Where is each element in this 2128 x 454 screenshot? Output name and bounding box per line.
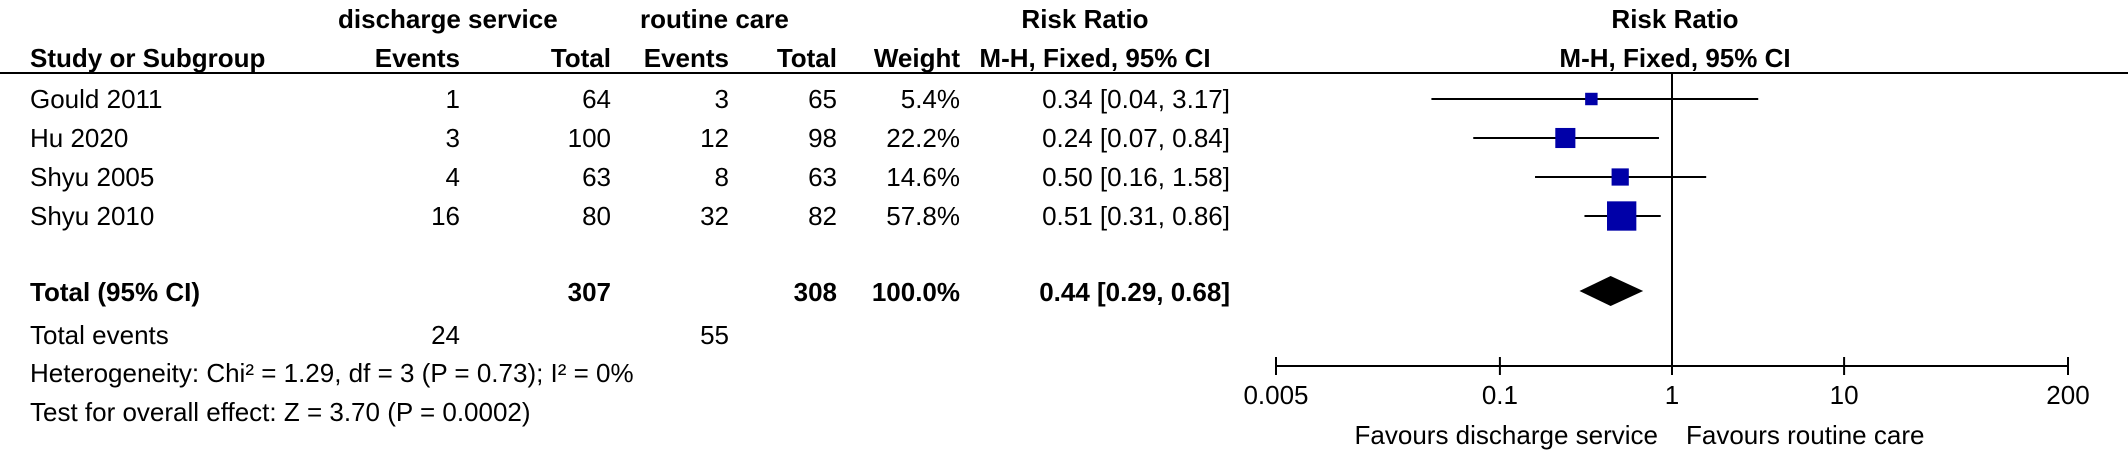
col-weight-header: Weight [873,43,960,73]
total-events-label: Total events [30,320,169,350]
overall-effect-text: Test for overall effect: Z = 3.70 (P = 0… [30,397,531,427]
total1-cell: 64 [582,84,611,114]
total1-cell: 100 [567,123,611,153]
col-method-table-header: M-H, Fixed, 95% CI [979,43,1211,73]
group1-header: discharge service [338,4,558,34]
events2-cell: 3 [714,84,729,114]
total-events2-cell: 55 [700,320,729,350]
study-name: Gould 2011 [30,84,163,114]
x-tick-label: 200 [2046,380,2089,410]
study-name: Shyu 2005 [30,162,155,192]
total-ci-cell: 0.44 [0.29, 0.68] [1039,277,1230,307]
col-method-plot-header: M-H, Fixed, 95% CI [1559,43,1791,73]
group2-header: routine care [640,4,789,34]
x-tick-label: 10 [1830,380,1859,410]
events1-cell: 16 [431,201,460,231]
events1-cell: 4 [445,162,460,192]
effect-square [1607,201,1637,231]
weight-cell: 22.2% [886,123,960,153]
rr-plot-header: Risk Ratio [1611,4,1739,34]
col-study-header: Study or Subgroup [30,43,266,73]
col-events1-header: Events [374,43,460,73]
x-tick-label: 0.005 [1243,380,1308,410]
favours-left-label: Favours discharge service [1355,420,1658,450]
col-total1-header: Total [550,43,611,73]
total2-cell: 308 [793,277,837,307]
total1-cell: 307 [567,277,611,307]
total2-cell: 82 [808,201,837,231]
ci-cell: 0.34 [0.04, 3.17] [1042,84,1230,114]
heterogeneity-text: Heterogeneity: Chi² = 1.29, df = 3 (P = … [30,358,634,388]
weight-cell: 57.8% [886,201,960,231]
total-events1-cell: 24 [431,320,460,350]
total1-cell: 80 [582,201,611,231]
total-weight-cell: 100.0% [871,277,960,307]
effect-square [1555,127,1576,149]
events2-cell: 32 [700,201,729,231]
rr-table-header: Risk Ratio [1021,4,1149,34]
total2-cell: 98 [808,123,837,153]
total1-cell: 63 [582,162,611,192]
effect-square [1585,92,1598,106]
total-label: Total (95% CI) [30,277,200,307]
favours-right-label: Favours routine care [1686,420,1924,450]
weight-cell: 14.6% [886,162,960,192]
col-total2-header: Total [776,43,837,73]
weight-cell: 5.4% [900,84,960,114]
effect-square [1611,168,1629,186]
events2-cell: 8 [714,162,729,192]
ci-cell: 0.24 [0.07, 0.84] [1042,123,1230,153]
study-name: Shyu 2010 [30,201,155,231]
x-tick-label: 0.1 [1482,380,1518,410]
events2-cell: 12 [700,123,729,153]
total2-cell: 63 [808,162,837,192]
ci-cell: 0.50 [0.16, 1.58] [1042,162,1230,192]
total2-cell: 65 [808,84,837,114]
events1-cell: 3 [445,123,460,153]
ci-cell: 0.51 [0.31, 0.86] [1042,201,1230,231]
pooled-diamond [1579,276,1644,306]
study-name: Hu 2020 [30,123,129,153]
x-tick-label: 1 [1665,380,1679,410]
events1-cell: 1 [445,84,460,114]
col-events2-header: Events [643,43,729,73]
